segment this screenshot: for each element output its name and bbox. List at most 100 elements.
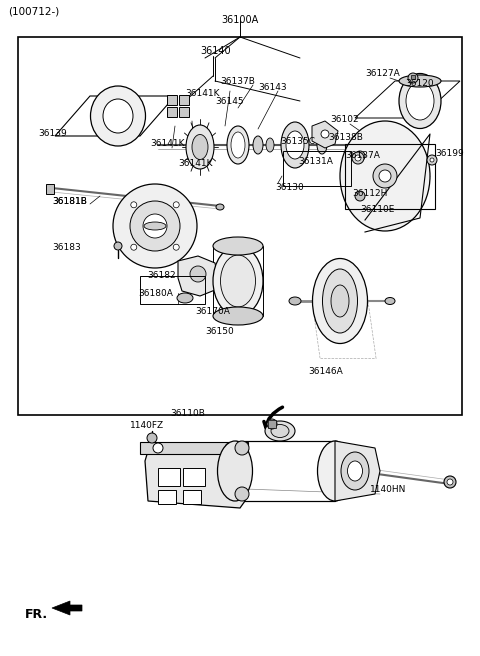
Circle shape [355,191,365,201]
Circle shape [408,73,418,83]
Circle shape [173,202,179,208]
Ellipse shape [286,131,304,159]
Bar [345,144,435,209]
Ellipse shape [271,424,289,438]
Text: 36102: 36102 [330,115,359,125]
Polygon shape [335,441,380,501]
Circle shape [447,479,453,485]
Bar [167,95,177,105]
Ellipse shape [253,136,263,154]
Circle shape [173,244,179,250]
Bar [158,490,176,504]
Ellipse shape [213,307,263,325]
Circle shape [430,158,434,162]
Text: FR.: FR. [25,607,48,621]
Text: 1140FZ: 1140FZ [130,422,164,430]
Ellipse shape [399,73,441,129]
Circle shape [321,130,329,138]
Circle shape [143,214,167,238]
Text: 36143: 36143 [258,83,287,92]
Circle shape [225,443,235,453]
Ellipse shape [317,136,327,154]
Circle shape [113,184,197,268]
Ellipse shape [213,246,263,316]
Ellipse shape [385,298,395,304]
Text: 36130: 36130 [275,184,304,192]
Text: 36145: 36145 [215,96,244,106]
Text: 36141K: 36141K [178,159,213,169]
Circle shape [352,152,364,164]
Ellipse shape [323,269,358,333]
Text: 36170A: 36170A [195,306,230,316]
Text: 36180A: 36180A [138,289,173,298]
Text: 36139: 36139 [38,129,67,138]
Ellipse shape [213,237,263,255]
Polygon shape [55,96,175,136]
Text: 36131A: 36131A [298,157,333,167]
Ellipse shape [192,134,208,159]
Bar [140,276,205,304]
Circle shape [444,476,456,488]
Text: 36137B: 36137B [220,77,255,85]
Polygon shape [355,81,460,118]
Text: 36141K: 36141K [150,140,184,148]
Text: 36146A: 36146A [308,367,343,375]
Circle shape [267,419,277,429]
Circle shape [235,441,249,455]
Ellipse shape [231,132,245,158]
Bar [268,420,276,428]
Circle shape [379,170,391,182]
Circle shape [114,242,122,250]
Text: 36181B: 36181B [52,197,87,205]
Ellipse shape [227,126,249,164]
Bar [46,184,54,194]
Bar [140,442,248,454]
Ellipse shape [317,441,352,501]
Text: 36183: 36183 [52,243,81,253]
Ellipse shape [348,461,362,481]
Ellipse shape [406,82,434,120]
Bar [167,107,177,117]
Text: 36110E: 36110E [360,205,395,215]
Text: (100712-): (100712-) [8,7,59,17]
Polygon shape [312,121,338,148]
Ellipse shape [217,441,252,501]
Text: 36140: 36140 [200,46,230,56]
Circle shape [190,266,206,282]
Ellipse shape [177,293,193,303]
Text: 36181B: 36181B [52,197,87,205]
Text: 36199: 36199 [435,150,464,159]
Text: 36120: 36120 [405,79,433,89]
Ellipse shape [216,204,224,210]
Ellipse shape [220,255,255,307]
Bar [183,468,205,486]
Ellipse shape [103,99,133,133]
Text: 36137A: 36137A [345,152,380,161]
Text: 36182: 36182 [147,272,176,281]
Circle shape [153,443,163,453]
Circle shape [235,487,249,501]
Circle shape [131,202,137,208]
Circle shape [427,155,437,165]
Circle shape [355,151,365,161]
Circle shape [355,155,361,161]
Circle shape [147,433,157,443]
Polygon shape [145,451,248,508]
Bar [18,37,462,415]
Ellipse shape [312,258,368,344]
Text: 36100A: 36100A [221,15,259,25]
Ellipse shape [281,122,309,168]
Ellipse shape [399,75,441,87]
Circle shape [373,164,397,188]
Ellipse shape [266,138,274,152]
Bar [411,75,415,79]
Bar [179,107,189,117]
Bar [183,490,201,504]
Text: 36110B: 36110B [170,409,205,419]
Text: 1140HN: 1140HN [370,485,407,495]
Polygon shape [52,601,82,615]
Ellipse shape [289,297,301,305]
Ellipse shape [340,121,430,231]
Ellipse shape [91,86,145,146]
Ellipse shape [331,285,349,317]
